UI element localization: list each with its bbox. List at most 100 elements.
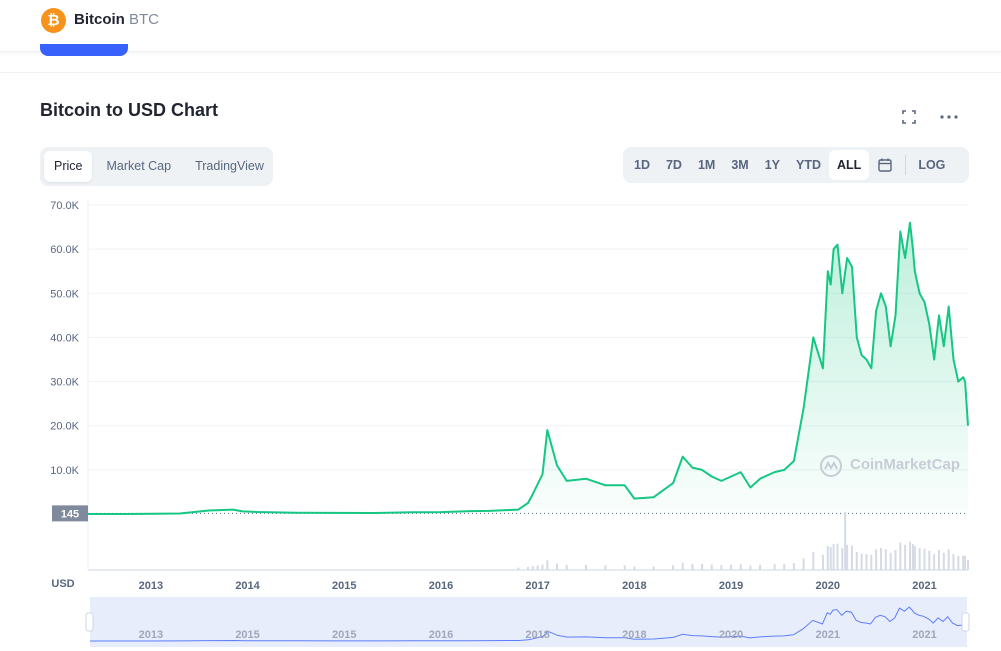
- navigator-series-line: [90, 606, 968, 642]
- baseline-badge: [52, 505, 88, 522]
- navigator-selection[interactable]: [90, 597, 967, 647]
- y-tick-label: 60.0K: [50, 244, 79, 256]
- volume-bar: [964, 556, 967, 570]
- volume-bar: [527, 567, 529, 570]
- navigator-tick-label: 2018: [622, 629, 646, 641]
- navigator-tick-label: 2015: [235, 629, 259, 641]
- price-chart[interactable]: 70.0K 60.0K 50.0K 40.0K 30.0K 20.0K 10.0K 145 20…: [0, 190, 1001, 590]
- navigator-tick-label: 2020: [719, 629, 743, 641]
- coin-name: Bitcoin: [74, 11, 125, 28]
- volume-bar: [802, 558, 805, 570]
- navigator-left-handle[interactable]: [85, 612, 94, 632]
- x-tick-label: 2018: [622, 580, 646, 590]
- volume-bar: [812, 552, 815, 570]
- range-1y-button[interactable]: 1Y: [764, 158, 781, 172]
- log-scale-button[interactable]: LOG: [918, 158, 946, 172]
- volume-bar: [759, 564, 762, 570]
- navigator-right-handle[interactable]: [961, 612, 970, 632]
- range-1d-button[interactable]: 1D: [634, 158, 650, 172]
- x-tick-label: 2013: [139, 580, 163, 590]
- navigator-tick-label: 2021: [912, 629, 936, 641]
- top-bar: ₿ Bitcoin BTC: [0, 0, 1001, 56]
- volume-bar: [962, 555, 965, 570]
- volume-bar: [875, 549, 878, 570]
- volume-bar: [531, 566, 534, 570]
- navigator-tick-label: 2021: [816, 629, 840, 641]
- volume-bar: [855, 552, 858, 570]
- volume-bar: [889, 552, 892, 570]
- volume-bar: [844, 512, 847, 570]
- price-area: [88, 222, 968, 514]
- volume-bar: [904, 544, 907, 570]
- volume-bar: [773, 564, 776, 570]
- section-divider: [0, 72, 1001, 73]
- range-3m-button[interactable]: 3M: [731, 158, 749, 172]
- y-tick-label: 20.0K: [50, 421, 79, 433]
- chart-title: Bitcoin to USD Chart: [40, 100, 218, 120]
- navigator-tick-label: 2013: [139, 629, 163, 641]
- volume-bar: [565, 565, 568, 570]
- volume-bar: [923, 548, 926, 570]
- volume-bar: [918, 548, 921, 570]
- y-tick-label: 70.0K: [50, 200, 79, 212]
- volume-bar: [911, 544, 914, 570]
- volume-bar: [701, 564, 704, 570]
- volume-bar: [604, 565, 607, 570]
- y-tick-label: 30.0K: [50, 377, 79, 389]
- calendar-icon[interactable]: [869, 150, 901, 180]
- navigator-tick-label: 2016: [429, 629, 453, 641]
- volume-bar: [967, 560, 969, 570]
- volume-bar: [860, 553, 863, 570]
- volume-bar: [720, 565, 723, 570]
- expand-icon[interactable]: [900, 108, 918, 126]
- watermark-text: CoinMarketCap: [850, 456, 961, 473]
- volume-bar: [749, 565, 752, 570]
- range-all-button[interactable]: ALL: [829, 150, 870, 180]
- volume-bar: [928, 550, 931, 570]
- volume-bar: [821, 554, 824, 570]
- navigator-tick-label: 2018: [525, 629, 549, 641]
- volume-bar: [541, 564, 544, 570]
- volume-bar: [913, 546, 916, 570]
- time-range-tabs: 1D 7D 1M 3M 1Y YTD ALL LOG: [623, 147, 969, 183]
- coinmarketcap-watermark-icon: [820, 455, 842, 477]
- volume-bar: [730, 564, 733, 570]
- range-ytd-button[interactable]: YTD: [796, 158, 822, 172]
- volume-bar: [952, 554, 955, 570]
- volume-bar: [829, 547, 832, 570]
- range-navigator[interactable]: 2013 2015 2015 2016 2018 2018 2020 2021 2021: [0, 595, 1001, 651]
- x-tick-label: 2021: [912, 580, 936, 590]
- volume-bar: [623, 565, 626, 570]
- y-tick-label: 10.0K: [50, 465, 79, 477]
- tab-market-cap[interactable]: Market Cap: [106, 159, 172, 173]
- tab-tradingview[interactable]: TradingView: [195, 159, 264, 173]
- bitcoin-logo-icon: ₿: [41, 8, 66, 33]
- price-series-line[interactable]: [88, 221, 969, 515]
- toolbar-separator: [905, 155, 907, 175]
- coin-symbol: BTC: [129, 11, 159, 28]
- volume-bar: [865, 554, 868, 570]
- volume-bar: [556, 563, 559, 570]
- volume-bar: [846, 544, 849, 570]
- chart-view-tabs: Price Market Cap TradingView: [40, 147, 273, 186]
- volume-bar: [933, 554, 936, 570]
- more-icon[interactable]: [938, 108, 960, 126]
- volume-bar: [947, 549, 950, 570]
- x-tick-label: 2015: [332, 580, 356, 590]
- volume-bar: [710, 564, 713, 570]
- volume-bar: [942, 552, 945, 570]
- volume-bar: [681, 562, 684, 570]
- volume-bar: [517, 567, 520, 570]
- range-1m-button[interactable]: 1M: [697, 158, 716, 172]
- volume-bar: [672, 565, 675, 570]
- volume-bar: [908, 541, 911, 570]
- volume-bar: [792, 563, 795, 570]
- volume-bar: [633, 566, 636, 570]
- volume-bar: [652, 566, 655, 570]
- navigator-tick-label: 2015: [332, 629, 356, 641]
- volume-bar: [536, 565, 539, 570]
- active-tab-indicator[interactable]: [40, 44, 128, 56]
- y-tick-label: 40.0K: [50, 332, 79, 344]
- range-7d-button[interactable]: 7D: [665, 158, 682, 172]
- tab-price[interactable]: Price: [44, 151, 93, 182]
